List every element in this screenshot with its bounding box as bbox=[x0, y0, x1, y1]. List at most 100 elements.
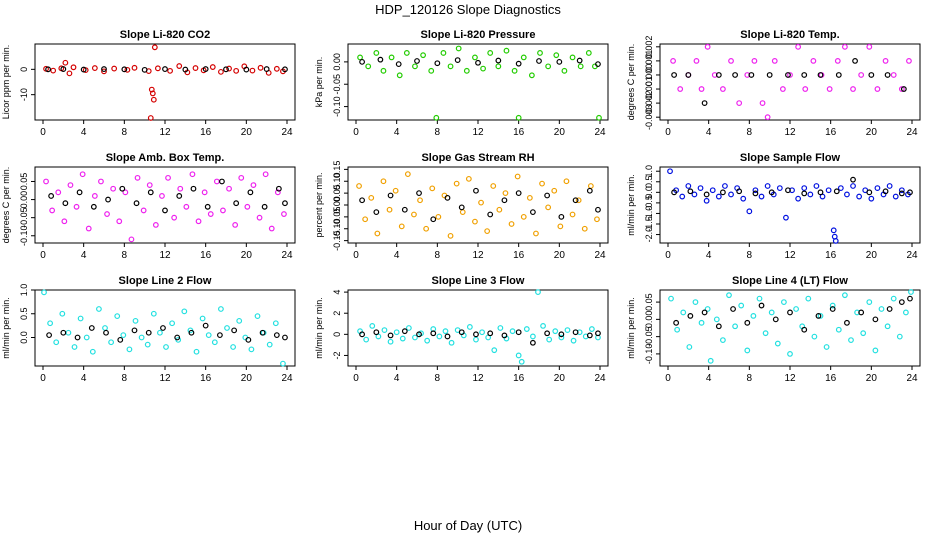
chart-5-point-raw bbox=[368, 194, 375, 201]
chart-8-point-raw bbox=[405, 325, 412, 331]
chart-3-point-mean bbox=[835, 72, 842, 78]
chart-1: Slope Li-820 CO2 Licor ppm per min. 0 4 8 12 1… bbox=[1, 29, 296, 138]
chart-7-point-raw bbox=[102, 325, 108, 331]
chart-2-series-mean bbox=[359, 56, 601, 68]
chart-6-point-mean bbox=[671, 189, 677, 196]
chart-5-point-mean bbox=[487, 211, 494, 218]
chart-5-point-raw bbox=[398, 223, 405, 230]
chart-7-point-raw bbox=[193, 348, 200, 355]
chart-2-point-mean bbox=[359, 58, 366, 65]
chart-6-xtick-label: 12 bbox=[784, 250, 796, 261]
chart-6-point-raw bbox=[825, 187, 832, 194]
chart-8-xtick-label: 0 bbox=[353, 373, 359, 384]
chart-9-point-raw bbox=[872, 347, 879, 354]
chart-8-point-mean bbox=[530, 339, 536, 346]
chart-3-point-raw bbox=[779, 86, 786, 92]
chart-8-point-mean bbox=[544, 330, 551, 337]
chart-7-point-mean bbox=[202, 322, 209, 329]
chart-5-series-mean bbox=[359, 187, 601, 223]
chart-7-point-raw bbox=[218, 306, 224, 312]
chart-9-point-raw bbox=[908, 289, 914, 295]
chart-9-point-raw bbox=[781, 299, 787, 305]
chart-6-xtick-label: 16 bbox=[825, 250, 837, 261]
chart-4-point-mean bbox=[119, 185, 126, 192]
chart-4-point-raw bbox=[177, 185, 184, 192]
chart-1-point-raw bbox=[249, 67, 256, 74]
chart-6-point-raw bbox=[758, 193, 765, 200]
chart-8-point-mean bbox=[458, 329, 465, 336]
chart-2-point-raw bbox=[455, 45, 462, 52]
chart-8-xtick-label: 4 bbox=[394, 373, 400, 384]
chart-2-point-raw bbox=[511, 67, 518, 74]
chart-5-series-raw bbox=[356, 171, 600, 239]
chart-7-point-raw bbox=[248, 346, 255, 353]
chart-7-point-mean bbox=[282, 334, 288, 341]
chart-5: Slope Gas Stream RH percent per min. 0 4 8 12… bbox=[314, 152, 609, 261]
chart-7-point-raw bbox=[224, 325, 230, 331]
chart-5-point-mean bbox=[515, 190, 522, 197]
chart-1-point-mean bbox=[202, 66, 209, 72]
chart-9-point-mean bbox=[829, 306, 836, 312]
chart-7-ytick-label: 0.5 bbox=[19, 307, 29, 320]
chart-7-point-raw bbox=[65, 329, 72, 336]
chart-7-point-raw bbox=[205, 332, 212, 339]
chart-7-point-mean bbox=[231, 327, 238, 334]
chart-9-point-raw bbox=[878, 306, 885, 312]
chart-9-point-raw bbox=[762, 330, 769, 337]
chart-3-xtick-label: 20 bbox=[866, 127, 878, 138]
chart-2-point-raw bbox=[428, 67, 435, 74]
chart-4-ytick-label: -0.10 bbox=[19, 226, 29, 247]
chart-3-point-raw bbox=[795, 43, 802, 50]
chart-5-xtick-label: 24 bbox=[594, 250, 606, 261]
chart-8-point-raw bbox=[363, 336, 370, 343]
chart-1-point-raw bbox=[91, 65, 98, 71]
chart-1-point-raw bbox=[111, 65, 118, 72]
chart-3-point-raw bbox=[906, 57, 912, 64]
chart-7-point-raw bbox=[83, 334, 90, 341]
chart-6-series-mean bbox=[671, 176, 913, 198]
chart-2-point-mean bbox=[475, 59, 481, 66]
chart-8-point-mean bbox=[501, 332, 508, 339]
chart-1-xtick-label: 8 bbox=[122, 127, 128, 138]
chart-9-point-mean bbox=[772, 316, 779, 323]
chart-5-point-mean bbox=[501, 197, 508, 204]
chart-9-point-mean bbox=[687, 313, 694, 319]
chart-3-title: Slope Li-820 Temp. bbox=[740, 29, 839, 41]
chart-8-point-mean bbox=[373, 329, 380, 336]
chart-9-point-mean bbox=[744, 319, 751, 326]
chart-9-xtick-label: 24 bbox=[906, 373, 918, 384]
chart-9-point-mean bbox=[898, 299, 905, 305]
chart-6-point-raw bbox=[837, 185, 844, 192]
chart-7-point-raw bbox=[236, 317, 243, 324]
chart-8-point-mean bbox=[387, 332, 394, 339]
chart-5-point-raw bbox=[575, 197, 582, 204]
chart-4-point-raw bbox=[268, 225, 275, 232]
chart-6-point-mean bbox=[801, 190, 808, 197]
chart-6-point-raw bbox=[850, 183, 856, 189]
chart-4-point-raw bbox=[55, 189, 62, 196]
chart-4-point-raw bbox=[238, 174, 245, 181]
chart-1-point-raw bbox=[101, 68, 107, 75]
chart-1-point-raw bbox=[192, 65, 199, 71]
chart-4-point-raw bbox=[274, 189, 281, 196]
chart-9-xtick-label: 8 bbox=[747, 373, 753, 384]
chart-5-point-raw bbox=[459, 209, 466, 216]
chart-2-ylabel: kPa per min. bbox=[314, 57, 324, 108]
chart-9-xtick-label: 0 bbox=[665, 373, 671, 384]
chart-3-ylabel: degrees C per min. bbox=[626, 44, 636, 121]
chart-2-point-raw bbox=[561, 67, 568, 74]
chart-5-xtick-label: 4 bbox=[394, 250, 400, 261]
chart-5-point-raw bbox=[563, 178, 570, 185]
chart-2-point-raw bbox=[537, 50, 543, 56]
chart-8-point-mean bbox=[586, 332, 593, 339]
chart-3-ytick-label: -0.001 bbox=[644, 76, 654, 102]
chart-1-point-raw bbox=[150, 96, 157, 103]
chart-7-point-raw bbox=[114, 313, 121, 320]
chart-3-point-raw bbox=[802, 86, 809, 92]
figure-title: HDP_120126 Slope Diagnostics bbox=[375, 2, 561, 17]
chart-8-point-raw bbox=[466, 324, 473, 330]
chart-3-point-raw bbox=[751, 57, 758, 64]
chart-1-point-raw bbox=[257, 64, 264, 71]
chart-5-point-raw bbox=[533, 230, 539, 237]
